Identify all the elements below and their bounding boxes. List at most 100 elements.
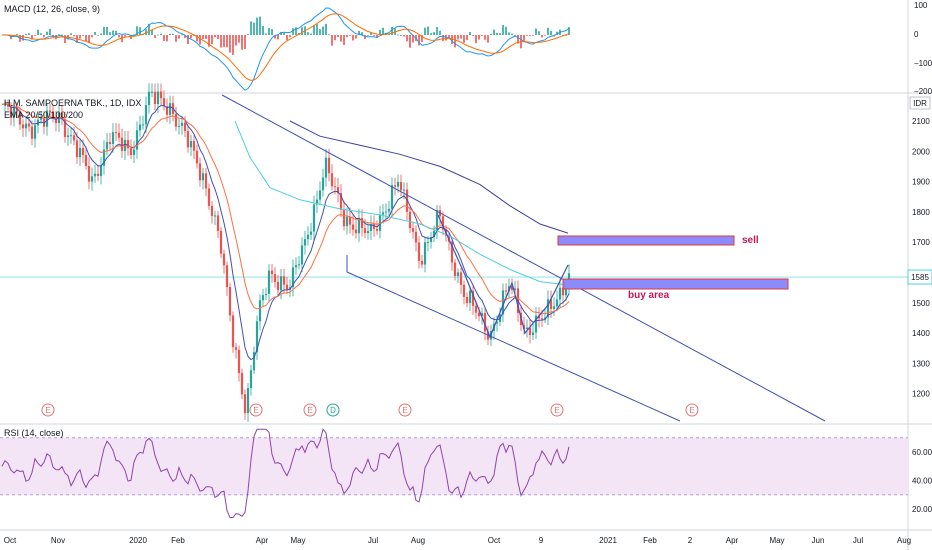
last-price-label: 1585 (911, 273, 929, 282)
macd-histogram-bar (484, 35, 486, 40)
candle (30, 120, 34, 146)
candle (252, 346, 256, 374)
candle-body (435, 210, 439, 231)
candle-body (378, 214, 382, 231)
candle (294, 257, 298, 275)
candle (51, 104, 55, 123)
candle (54, 110, 58, 132)
macd-histogram-bar (190, 35, 192, 39)
candle-body (270, 270, 274, 275)
macd-histogram-bar (532, 35, 534, 36)
candle-body (75, 140, 79, 158)
ema-label: EMA 20/50/100/200 (4, 110, 83, 120)
candle (165, 98, 169, 123)
buy-zone[interactable] (562, 278, 789, 290)
candle-body (417, 242, 421, 261)
sell-zone[interactable] (557, 235, 735, 246)
macd-histogram-bar (91, 35, 93, 38)
macd-histogram-bar (358, 30, 360, 35)
candle-body (249, 370, 253, 389)
candle-body (501, 290, 505, 315)
candle (102, 140, 106, 175)
macd-histogram-bar (178, 35, 180, 39)
candle (225, 261, 229, 296)
event-marker[interactable]: E (41, 403, 55, 417)
candle-body (462, 284, 466, 297)
candle-body (273, 274, 277, 282)
price-axis-tick: 2000 (912, 147, 930, 156)
event-marker-circle (249, 403, 263, 417)
macd-histogram-bar (316, 24, 318, 35)
event-marker[interactable]: E (249, 403, 263, 417)
candle-body (30, 126, 34, 139)
candle-body (261, 295, 265, 301)
pattern-line[interactable] (437, 214, 569, 339)
last-price-badge (907, 269, 932, 285)
candle (399, 174, 403, 197)
macd-histogram-bar (487, 35, 489, 43)
candle-body (144, 105, 148, 125)
candle (129, 139, 133, 160)
time-axis-label: Nov (51, 536, 65, 545)
macd-histogram-bar (220, 35, 222, 48)
candle (315, 190, 319, 214)
macd-histogram-bar (232, 35, 234, 55)
candle (240, 368, 244, 400)
macd-histogram-bar (313, 25, 315, 35)
candle-body (204, 173, 208, 189)
candle (75, 132, 79, 164)
event-marker-circle (41, 403, 55, 417)
candle-body (510, 286, 514, 290)
candle-body (162, 98, 166, 107)
event-marker-label: E (307, 406, 312, 415)
macd-histogram-bar (418, 35, 420, 46)
candle-body (453, 262, 457, 277)
event-marker[interactable]: D (326, 403, 340, 417)
candle (378, 206, 382, 239)
candle-body (39, 117, 43, 120)
candle (303, 230, 307, 255)
candle-body (108, 142, 112, 145)
candle-body (528, 327, 532, 335)
candle (282, 268, 286, 293)
candle (387, 201, 391, 217)
candle (216, 211, 220, 238)
rsi-band (0, 437, 908, 495)
candle-body (87, 166, 91, 182)
candle-body (36, 119, 40, 126)
candle-body (552, 306, 556, 310)
candle-body (396, 182, 400, 187)
price-symbol-label: H.M. SAMPOERNA TBK., 1D, IDX (4, 98, 141, 108)
macd-histogram-bar (445, 35, 447, 41)
macd-histogram-bar (223, 35, 225, 48)
candle-body (69, 135, 73, 137)
macd-histogram-bar (277, 35, 279, 40)
channel-lower-line[interactable] (346, 271, 681, 422)
candle-body (555, 299, 559, 307)
macd-histogram-bar (256, 17, 258, 35)
candle-body (183, 122, 187, 132)
event-marker[interactable]: E (685, 403, 699, 417)
macd-histogram-bar (292, 28, 294, 35)
candle (243, 389, 247, 420)
candle (24, 118, 28, 137)
candle-body (138, 124, 142, 131)
candle (429, 231, 433, 249)
macd-axis-tick: 0 (914, 30, 919, 39)
channel-upper-line[interactable] (221, 94, 826, 422)
candle-body (135, 130, 139, 150)
candle (468, 285, 472, 312)
candle (411, 221, 415, 239)
candle (321, 168, 325, 197)
event-marker[interactable]: E (550, 403, 564, 417)
macd-histogram-bar (286, 35, 288, 41)
event-marker[interactable]: E (398, 403, 412, 417)
macd-histogram-bar (163, 35, 165, 42)
macd-histogram-bar (205, 35, 207, 39)
candle-body (495, 321, 499, 324)
event-marker[interactable]: E (303, 403, 317, 417)
candle (441, 211, 445, 236)
macd-histogram-bar (346, 35, 348, 38)
macd-histogram-bar (235, 35, 237, 46)
